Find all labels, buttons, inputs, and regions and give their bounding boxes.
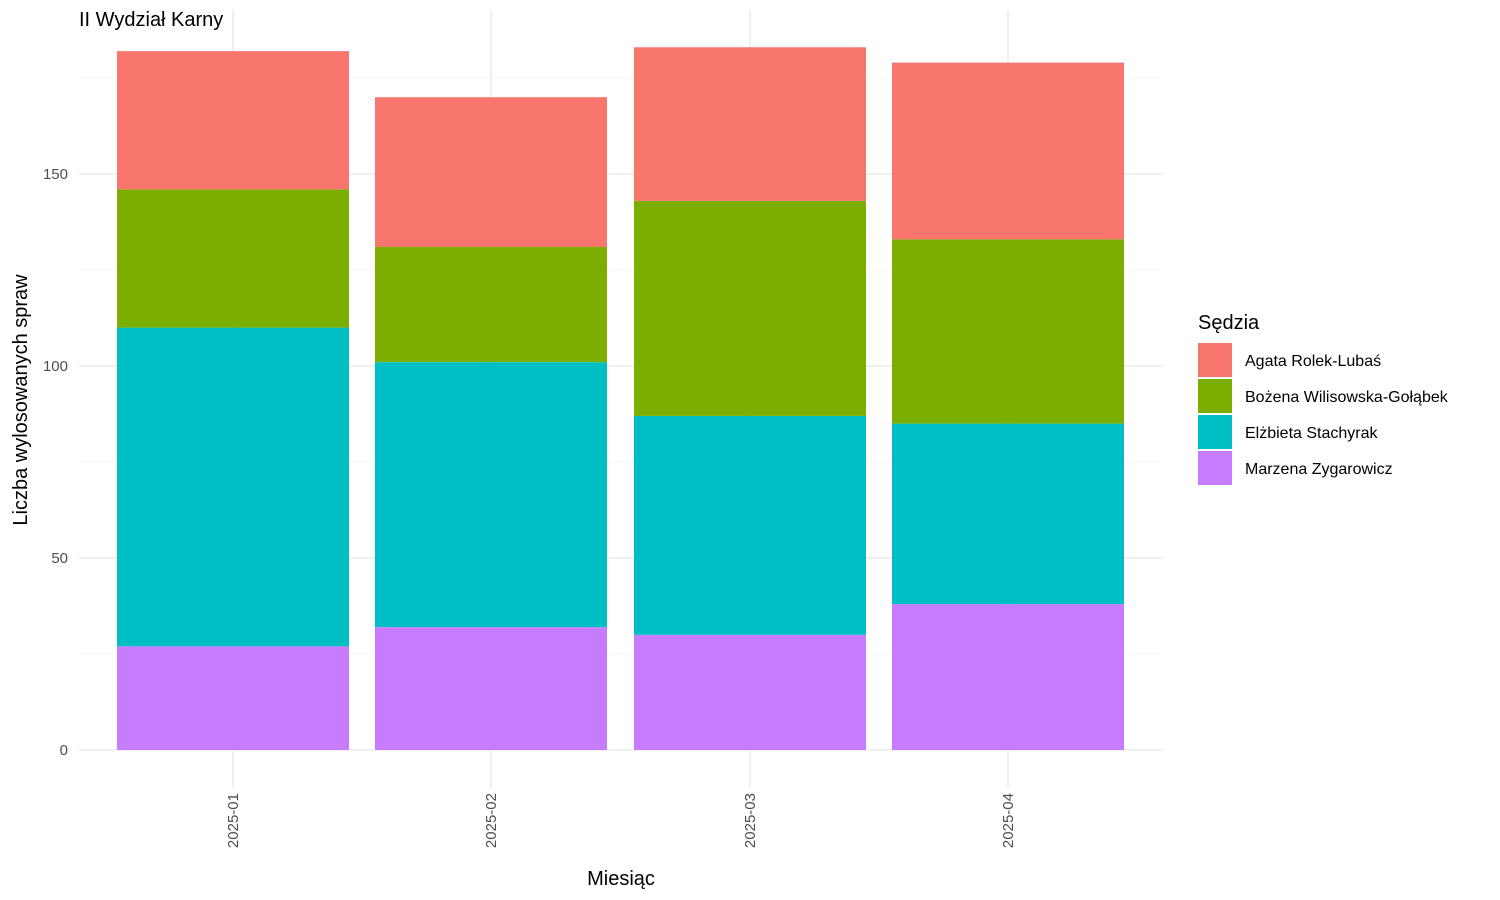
x-axis-ticks: 2025-01 2025-02 2025-03 2025-04: [225, 793, 1017, 848]
x-tick-label: 2025-03: [742, 793, 759, 848]
bar-segment: [117, 646, 349, 750]
legend-label: Agata Rolek-Lubaś: [1245, 353, 1381, 370]
y-tick-label: 0: [60, 742, 68, 759]
bar-segment: [117, 189, 349, 328]
legend-label: Marzena Zygarowicz: [1245, 461, 1393, 478]
x-axis-title: Miesiąc: [587, 868, 655, 890]
bar-segment: [892, 423, 1124, 605]
bar-segment: [892, 62, 1124, 240]
bar-segment: [117, 327, 349, 647]
bar-segment: [892, 239, 1124, 424]
legend-label: Elżbieta Stachyrak: [1245, 425, 1379, 442]
x-tick-label: 2025-02: [483, 793, 500, 848]
bar-segment: [375, 97, 607, 247]
y-axis-ticks: 0 50 100 150: [43, 166, 68, 759]
bar-segment: [117, 51, 349, 190]
y-tick-label: 150: [43, 166, 68, 183]
bar-segment: [375, 246, 607, 363]
bar-segment: [634, 47, 866, 201]
bar-segment: [634, 634, 866, 750]
legend-swatch: [1198, 451, 1232, 485]
y-tick-label: 100: [43, 358, 68, 375]
bar-segment: [634, 200, 866, 416]
legend-swatch: [1198, 415, 1232, 449]
legend: Sędzia Agata Rolek-Lubaś Bożena Wilisowsk…: [1198, 312, 1449, 485]
x-tick-label: 2025-01: [225, 793, 242, 848]
y-axis-title: Liczba wylosowanych spraw: [10, 274, 32, 526]
chart-title: II Wydział Karny: [79, 9, 223, 31]
x-tick-label: 2025-04: [1000, 793, 1017, 848]
bar-segment: [892, 604, 1124, 750]
legend-swatch: [1198, 343, 1232, 377]
bar-segment: [634, 415, 866, 635]
y-tick-label: 50: [51, 550, 68, 567]
bar-segment: [375, 627, 607, 750]
bars: [117, 47, 1124, 750]
legend-swatch: [1198, 379, 1232, 413]
legend-label: Bożena Wilisowska-Gołąbek: [1245, 389, 1449, 406]
legend-items: Agata Rolek-Lubaś Bożena Wilisowska-Gołąb…: [1198, 343, 1449, 485]
bar-segment: [375, 362, 607, 628]
legend-title: Sędzia: [1198, 312, 1260, 334]
